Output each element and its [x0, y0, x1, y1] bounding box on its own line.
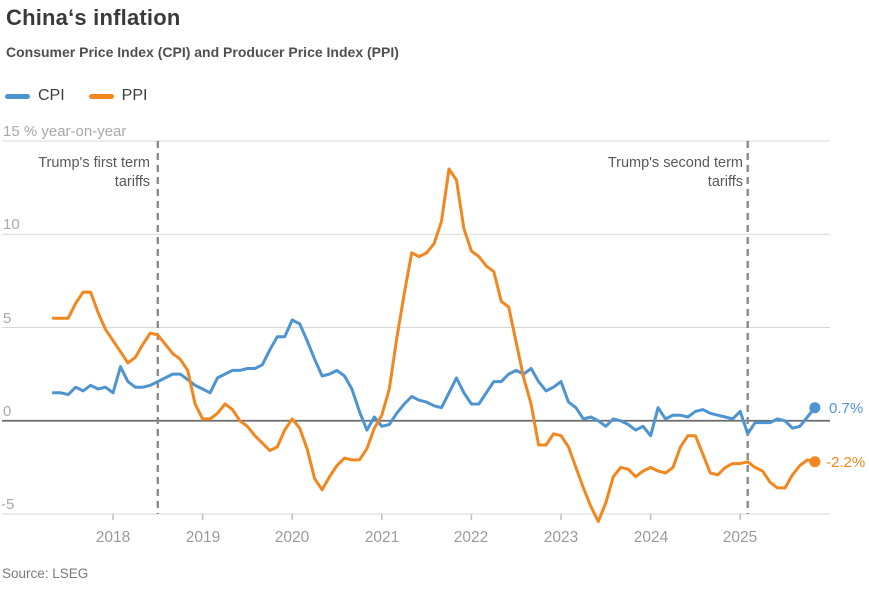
annotation-first-term-tariffs: Trump's first term tariffs: [38, 155, 150, 190]
source-note: Source: LSEG: [2, 566, 89, 581]
page-title: China‘s inflation: [6, 5, 181, 30]
y-tick-10: 10: [3, 216, 20, 233]
x-tick-2019: 2019: [185, 529, 221, 546]
chart-subtitle: Consumer Price Index (CPI) and Producer …: [6, 44, 399, 60]
x-tick-2022: 2022: [453, 529, 489, 546]
legend-item-ppi: PPI: [88, 87, 148, 105]
cpi-line-swatch-icon: [5, 93, 30, 99]
y-tick-neg5: -5: [1, 496, 15, 513]
y-tick-5: 5: [3, 310, 12, 327]
x-tick-2020: 2020: [274, 529, 310, 546]
legend: CPI PPI: [5, 87, 171, 105]
x-tick-2025: 2025: [722, 529, 758, 546]
ppi-line-swatch-icon: [88, 93, 114, 99]
ppi-line: [51, 167, 817, 523]
legend-item-cpi: CPI: [5, 87, 65, 105]
cpi-end-value-label: 0.7%: [829, 400, 864, 417]
x-tick-2018: 2018: [95, 529, 131, 546]
y-tick-0: 0: [3, 403, 12, 420]
cpi-line: [51, 318, 817, 438]
ppi-end-value-label: -2.2%: [826, 454, 866, 471]
cpi-endpoint-dot: [809, 402, 821, 414]
x-tick-2021: 2021: [364, 529, 400, 546]
annotation-second-term-tariffs: Trump's second term tariffs: [607, 155, 743, 190]
x-tick-2023: 2023: [543, 529, 579, 546]
y-axis-unit-label: 15 % year-on-year: [3, 123, 127, 140]
legend-label-cpi: CPI: [38, 87, 65, 104]
x-tick-2024: 2024: [633, 529, 669, 546]
ppi-endpoint-dot: [809, 456, 821, 468]
legend-label-ppi: PPI: [121, 87, 148, 104]
